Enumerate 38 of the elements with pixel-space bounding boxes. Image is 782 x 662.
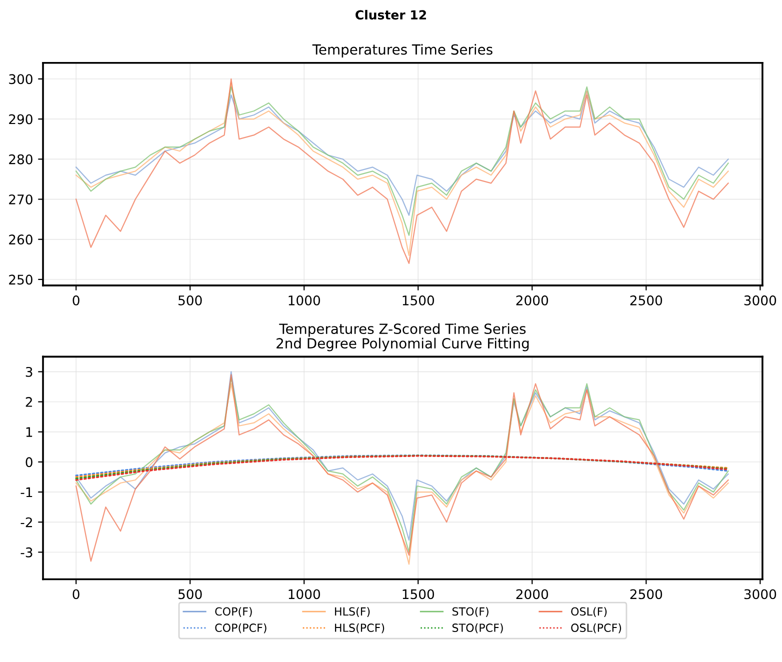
chart-subtitle: Temperatures Time Series [312, 44, 492, 58]
legend-label: OSL(F) [571, 607, 607, 617]
x-tick-label: 1000 [288, 589, 320, 600]
y-tick-label: -1 [20, 487, 32, 498]
x-tick-label: 1500 [402, 295, 434, 306]
legend-label: OSL(PCF) [571, 623, 622, 634]
x-tick-label: 0 [72, 295, 80, 306]
y-tick-label: 1 [26, 427, 32, 437]
x-tick-label: 2500 [630, 295, 662, 306]
y-tick-label: -2 [20, 517, 32, 528]
legend-label: HLS(F) [335, 607, 370, 617]
x-tick-label: 1500 [402, 589, 434, 600]
y-tick-label: 250 [9, 274, 32, 285]
y-tick-label: 260 [9, 234, 32, 245]
chart-title: Temperatures Z-Scored Time Series 2nd Degree Polynomial Curve Fitting [276, 323, 529, 352]
legend-label: STO(PCF) [452, 623, 503, 634]
x-tick-label: 2000 [516, 295, 548, 306]
x-tick-label: 2500 [630, 589, 662, 600]
y-tick-label: 290 [9, 114, 32, 124]
x-tick-label: 1000 [288, 295, 320, 306]
y-tick-label: 0 [26, 457, 32, 468]
y-tick-label: 270 [9, 194, 32, 204]
x-tick-label: 0 [72, 589, 80, 600]
x-tick-label: 3000 [744, 589, 776, 600]
legend-label: HLS(PCF) [335, 623, 384, 634]
y-tick-label: 300 [9, 74, 32, 84]
legend-label: STO(F) [452, 607, 488, 617]
y-tick-label: 280 [9, 154, 32, 164]
x-tick-label: 2000 [516, 589, 548, 600]
x-tick-label: 3000 [744, 295, 776, 306]
y-tick-label: -3 [20, 547, 32, 558]
legend-label: COP(PCF) [215, 623, 266, 634]
y-tick-label: 3 [26, 366, 32, 377]
legend-label: COP(F) [215, 607, 252, 617]
chart-title: Cluster 12 [356, 10, 426, 20]
x-tick-label: 500 [178, 589, 202, 600]
x-tick-label: 500 [178, 295, 202, 306]
y-tick-label: 2 [26, 397, 32, 407]
